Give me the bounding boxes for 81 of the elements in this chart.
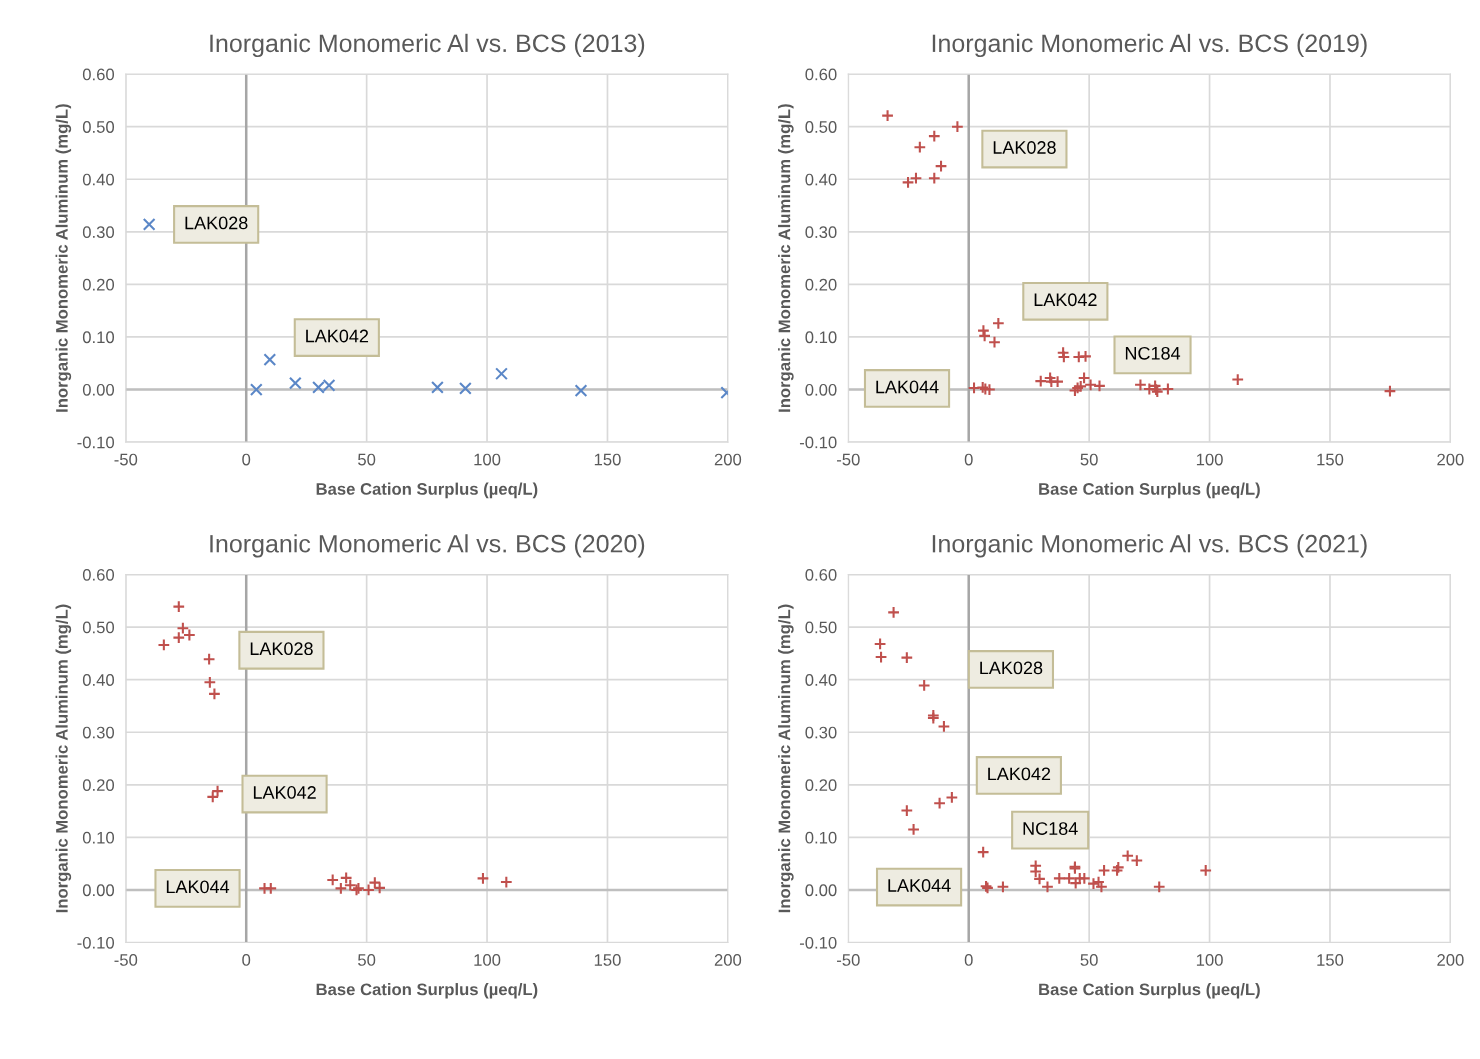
x-axis-title: Base Cation Surplus (µeq/L) [1039,482,1260,499]
x-tick-label: 0 [242,453,251,466]
chart-title: Inorganic Monomeric Al vs. BCS (2021) [932,534,1367,558]
x-tick-label: 150 [594,954,621,966]
x-tick-label: -50 [837,453,860,466]
y-tick-label: 0.00 [82,884,115,897]
y-tick-label: 0.50 [805,621,837,634]
series-label: LAK042 [988,767,1051,781]
y-axis-title: Inorganic Monomeric Aluminum (mg/L) [55,104,72,412]
x-tick-label: 50 [358,453,376,466]
x-axis-title: Base Cation Surplus (µeq/L) [316,983,538,999]
series-label: LAK044 [876,380,939,394]
x-tick-label: -50 [114,954,138,966]
x-tick-label: 150 [594,453,621,466]
x-tick-label: 50 [1080,954,1098,966]
y-tick-label: 0.40 [805,674,837,686]
x-tick-label: 200 [714,954,742,966]
y-tick-label: 0.30 [805,726,837,739]
y-tick-label: 0.10 [805,331,837,344]
series-label: LAK042 [306,329,369,343]
y-tick-label: 0.00 [805,383,837,396]
y-tick-label: 0.50 [805,121,837,133]
series-label: LAK044 [888,879,951,892]
x-tick-label: 50 [1080,453,1098,466]
series-label: LAK028 [993,141,1056,154]
y-tick-label: 0.20 [805,779,837,792]
y-tick-label: 0.60 [82,68,115,81]
y-tick-label: 0.40 [805,173,837,186]
y-tick-label: -0.10 [77,936,115,949]
x-tick-label: 0 [964,954,973,966]
series-label: LAK044 [166,880,230,894]
y-tick-label: 0.60 [82,568,115,581]
y-tick-label: 0.30 [805,226,837,239]
x-axis-title: Base Cation Surplus (µeq/L) [316,482,538,499]
x-tick-label: 100 [1196,954,1223,966]
text: LAK028 [980,661,1043,675]
y-tick-label: 0.30 [82,226,115,239]
y-tick-label: 0.10 [82,831,115,844]
x-tick-label: 150 [1317,954,1344,966]
y-tick-label: 0.00 [805,884,837,897]
x-tick-label: 100 [1196,453,1223,466]
x-tick-label: 200 [1437,453,1464,466]
y-axis-title: Inorganic Monomeric Aluminum (mg/L) [778,604,794,913]
y-tick-label: 0.50 [82,621,115,634]
y-tick-label: 0.60 [805,568,837,581]
y-tick-label: -0.10 [799,436,837,449]
x-tick-label: 200 [714,453,742,466]
y-tick-label: -0.10 [77,436,115,449]
y-tick-label: -0.10 [799,936,837,949]
y-tick-label: 0.10 [805,831,837,844]
x-tick-label: 0 [242,954,251,966]
x-tick-label: 200 [1437,954,1464,966]
y-tick-label: 0.00 [82,383,115,396]
chart-title: Inorganic Monomeric Al vs. BCS (2020) [210,534,645,558]
x-tick-label: 0 [964,453,973,466]
chart-title: Inorganic Monomeric Al vs. BCS (2013) [210,33,645,58]
y-tick-label: 0.40 [82,173,115,186]
x-tick-label: 150 [1317,453,1344,466]
y-tick-label: 0.20 [805,278,837,291]
series-label: LAK028 [185,216,248,230]
x-tick-label: 50 [358,954,376,966]
x-axis-title: Base Cation Surplus (µeq/L) [1039,983,1260,999]
y-axis-title: Inorganic Monomeric Aluminum (mg/L) [778,104,794,412]
x-tick-label: 100 [474,453,501,466]
chart-title: Inorganic Monomeric Al vs. BCS (2019) [932,33,1367,58]
x-tick-label: -50 [837,954,860,966]
series-label: NC184 [1125,346,1181,360]
series-label: LAK042 [253,786,316,799]
y-tick-label: 0.30 [82,726,115,739]
y-axis-title: Inorganic Monomeric Aluminum (mg/L) [55,604,72,913]
x-tick-label: 100 [474,954,501,966]
y-tick-label: 0.60 [805,68,837,81]
x-tick-label: -50 [114,453,138,466]
y-tick-label: 0.20 [82,779,115,792]
y-tick-label: 0.10 [82,331,115,344]
y-tick-label: 0.40 [82,674,115,686]
text: NC184 [1023,822,1078,835]
y-tick-label: 0.50 [82,121,115,133]
series-label: LAK042 [1034,293,1097,307]
text: LAK028 [250,642,313,656]
y-tick-label: 0.20 [82,278,115,291]
